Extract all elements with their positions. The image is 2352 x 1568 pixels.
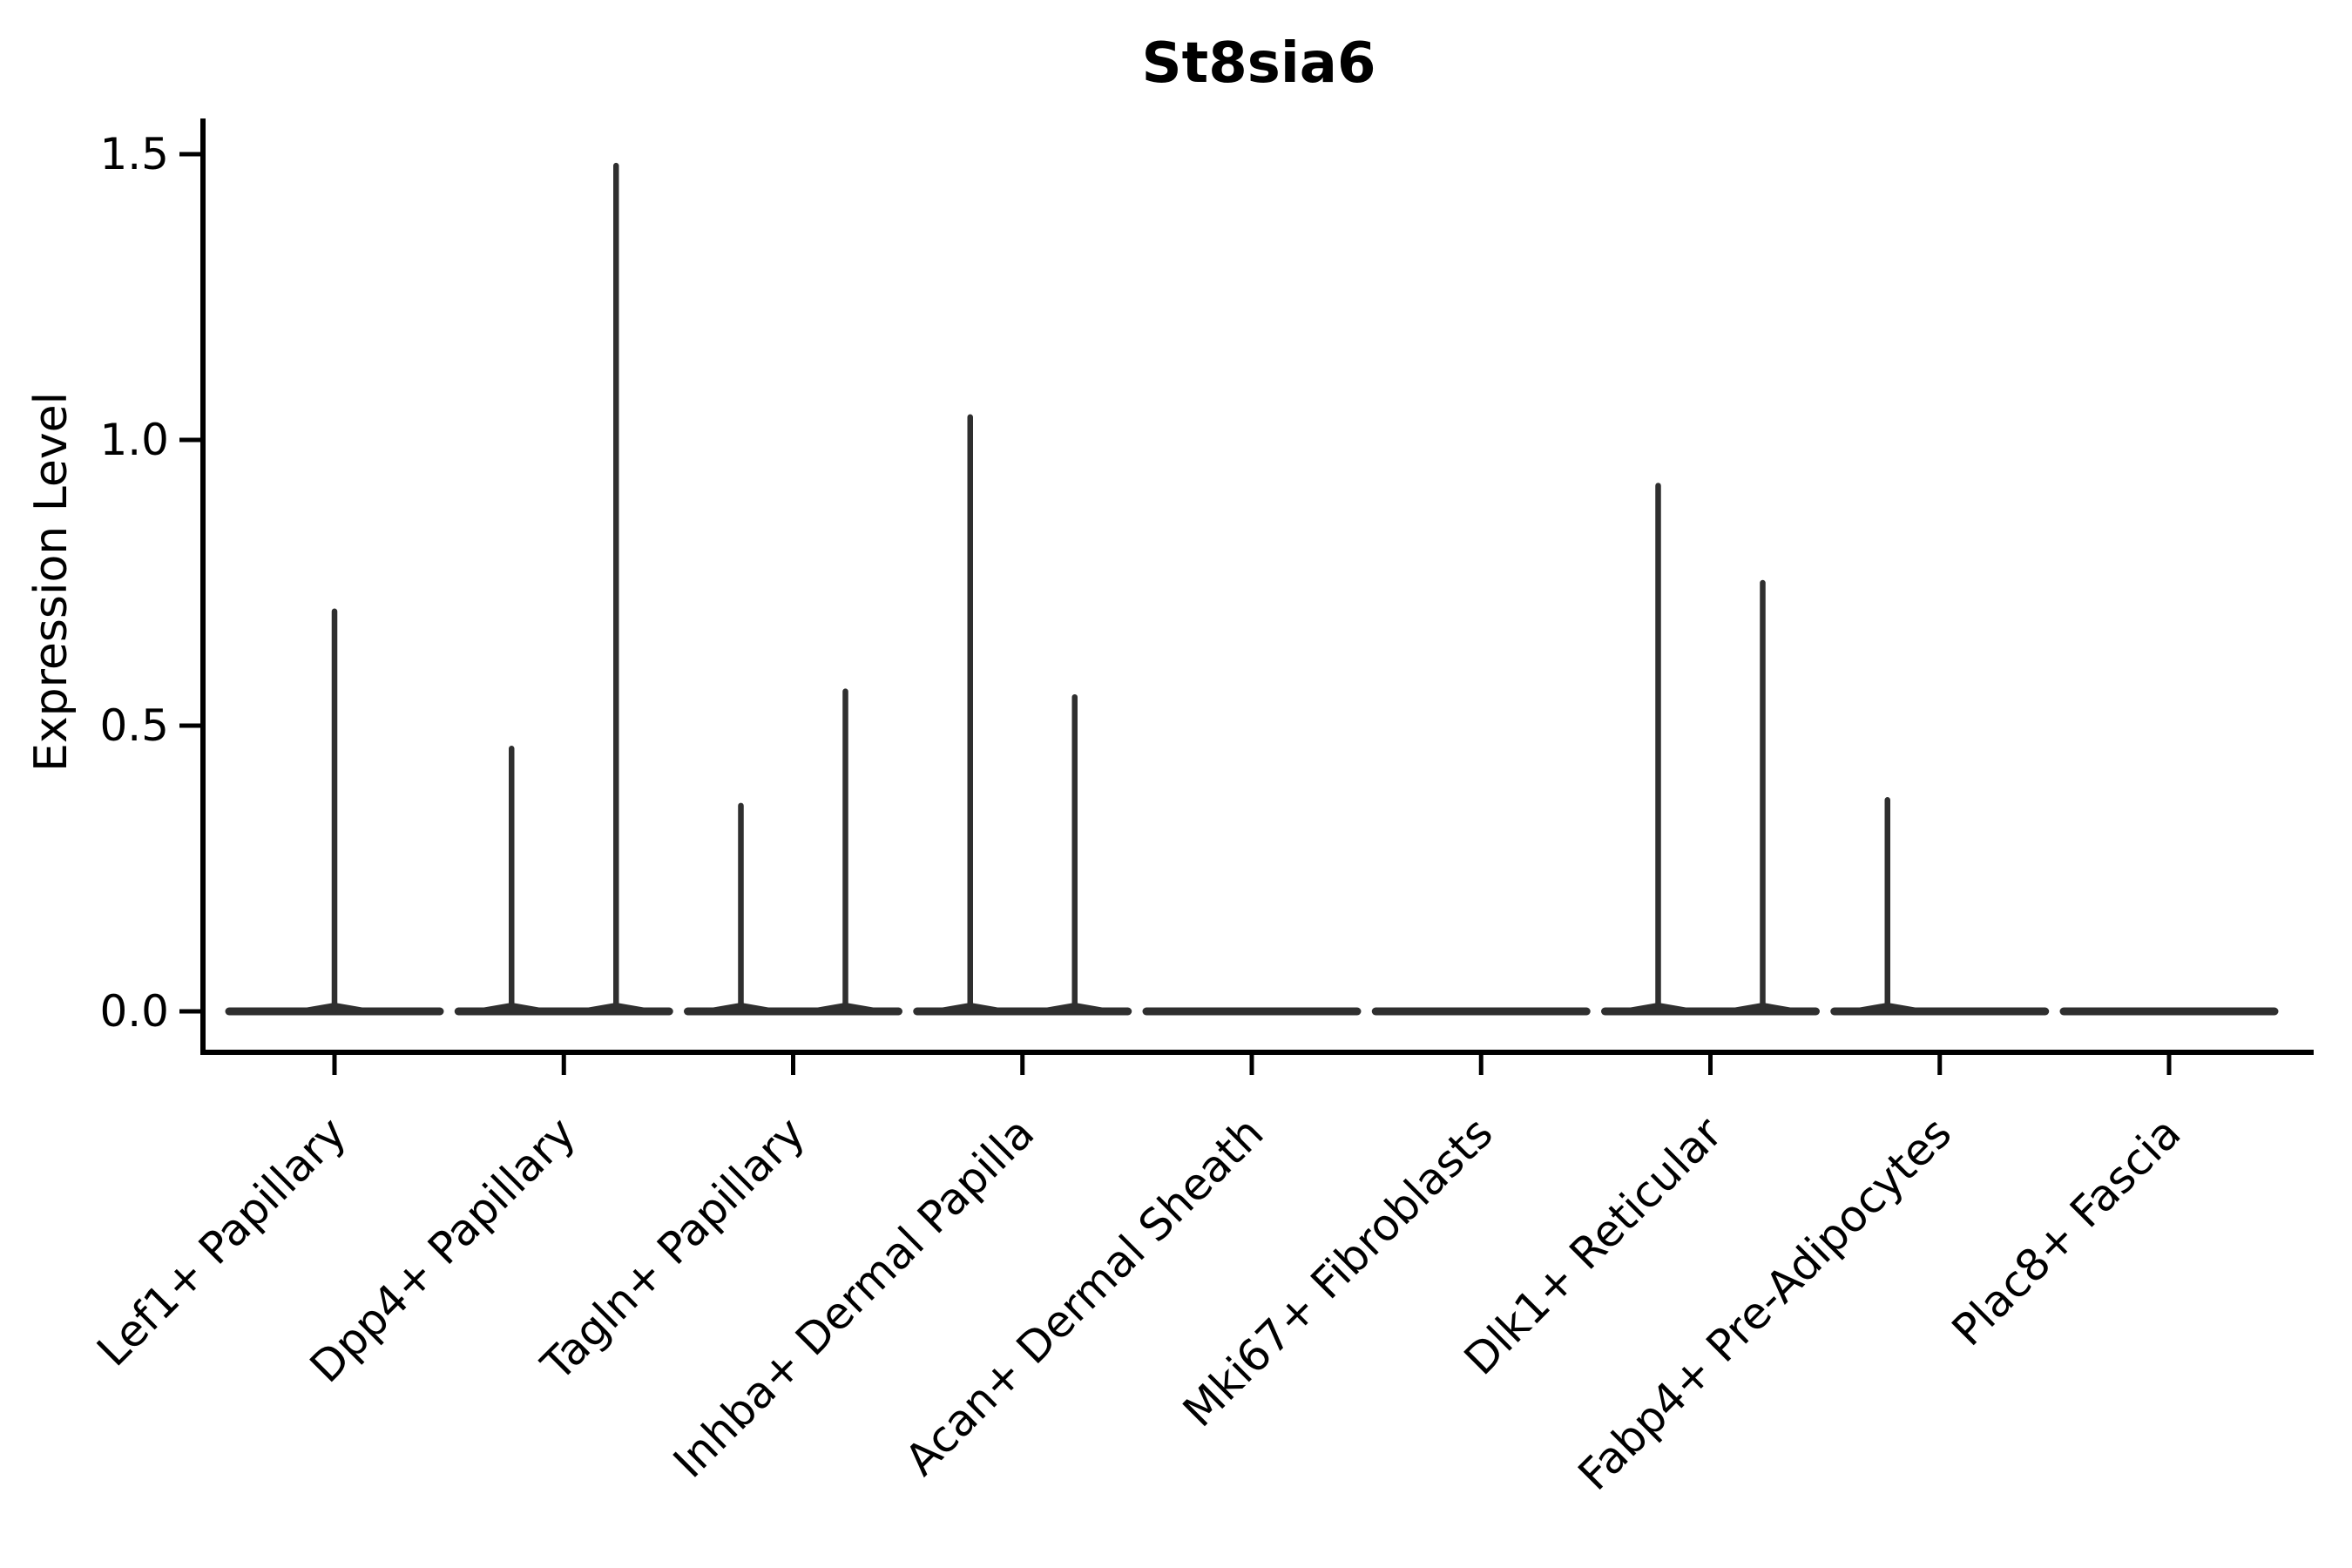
y-axis-label: Expression Level xyxy=(25,392,78,772)
y-tick-label: 0.0 xyxy=(99,986,169,1037)
violin-group xyxy=(225,162,2279,1016)
y-tick-label: 1.5 xyxy=(99,129,169,179)
chart-title: St8sia6 xyxy=(1142,31,1376,96)
y-tick-group: 0.0 0.5 1.0 1.5 xyxy=(99,129,203,1037)
y-tick-label: 0.5 xyxy=(99,700,169,751)
y-tick-label: 1.0 xyxy=(99,415,169,465)
axes xyxy=(200,118,2314,1055)
